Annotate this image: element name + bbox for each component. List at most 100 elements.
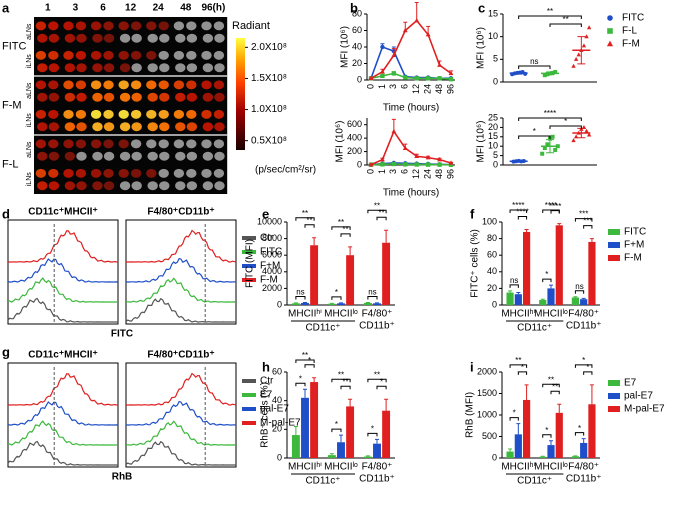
group-label: CD11c⁺ — [517, 476, 552, 487]
row-label: iLNs — [26, 172, 33, 187]
lymph-node — [202, 122, 214, 132]
marker — [448, 162, 454, 167]
y-tick-label: 10 — [488, 141, 498, 151]
lymph-node — [103, 109, 114, 119]
y-tick-label: 80 — [487, 233, 497, 243]
lymph-node — [35, 80, 47, 90]
lymph-node — [90, 21, 102, 31]
lymph-node — [92, 63, 103, 73]
lymph-node — [159, 151, 170, 161]
y-axis-label: RhB (MFI) — [465, 392, 476, 438]
lymph-node — [173, 109, 185, 119]
lymph-node — [75, 21, 87, 31]
histogram-title: CD11c⁺MHCII⁺ — [28, 350, 97, 361]
error-bar — [508, 290, 513, 293]
lymph-node — [35, 50, 47, 60]
bar — [539, 456, 547, 458]
significance-bracket — [376, 385, 387, 390]
y-tick-label: 2000 — [477, 366, 497, 376]
histogram-curve — [125, 277, 237, 303]
lymph-node — [92, 181, 103, 191]
group-label: CD11b⁺ — [566, 474, 602, 485]
legend-swatch — [608, 393, 620, 399]
y-tick-label: 20 — [352, 58, 362, 68]
row-label: aLNs — [26, 141, 33, 158]
group-label: CD11b⁺ — [359, 321, 395, 332]
row-label: iLNs — [26, 113, 33, 128]
lymph-node — [186, 109, 197, 119]
bar — [382, 410, 391, 458]
error-bar — [293, 425, 298, 436]
significance-bracket — [583, 371, 593, 375]
lymph-node — [186, 139, 197, 149]
error-bar — [589, 238, 594, 242]
lymph-node — [118, 168, 129, 178]
x-axis-label: Time (hours) — [383, 103, 439, 114]
lymph-node — [35, 109, 47, 119]
error-bar — [516, 292, 521, 295]
legend-label: F-M — [624, 253, 642, 264]
lymph-node — [130, 139, 142, 149]
error-bar — [414, 1, 419, 21]
significance-label: **** — [545, 201, 557, 210]
significance-bracket — [340, 233, 351, 237]
marker — [606, 40, 614, 47]
marker — [391, 52, 397, 58]
lymph-node — [146, 168, 157, 178]
significance-bracket — [331, 296, 342, 300]
significance-label: * — [299, 374, 302, 383]
lymph-node — [103, 151, 115, 161]
group-label: F-L — [2, 158, 19, 170]
significance-bracket — [295, 359, 315, 363]
histogram-curve — [8, 420, 118, 446]
lymph-node — [202, 92, 214, 102]
significance-bracket — [574, 364, 593, 368]
y-axis-label: RhB⁺ cells (%) — [260, 382, 271, 448]
lymph-node — [48, 63, 60, 73]
significance-label: * — [586, 363, 589, 372]
significance-label: * — [545, 426, 548, 435]
y-tick-label: 400 — [347, 133, 362, 143]
column-label: 96(h) — [201, 3, 225, 14]
histogram-title: F4/80⁺CD11b⁺ — [147, 207, 214, 218]
histogram-frame — [125, 219, 237, 325]
marker — [448, 70, 454, 76]
y-tick-label: 1500 — [477, 388, 497, 398]
lymph-node — [201, 80, 212, 90]
y-axis-label: FITC (MFI) — [245, 239, 256, 288]
lymph-node — [35, 21, 47, 31]
x-tick-label: F4/80⁺ — [362, 462, 393, 473]
lymph-node — [37, 122, 48, 132]
panel-label: d — [2, 206, 10, 221]
legend-label: E7 — [624, 378, 637, 389]
bar — [547, 288, 555, 305]
lymph-node — [131, 122, 142, 132]
histogram-curve — [125, 400, 237, 426]
significance-label: ns — [368, 288, 376, 297]
error-bar — [589, 384, 594, 405]
significance-bracket — [367, 432, 378, 437]
bar — [291, 303, 300, 305]
bar — [301, 302, 309, 305]
lymph-node — [48, 92, 60, 102]
marker — [403, 162, 408, 167]
x-tick-label: 0 — [365, 84, 375, 89]
significance-bracket — [574, 432, 585, 436]
lymph-node — [213, 139, 225, 149]
lymph-node — [147, 92, 158, 102]
marker — [607, 15, 613, 21]
y-tick-label: 8000 — [262, 233, 282, 243]
significance-bracket — [367, 296, 378, 300]
lymph-node — [131, 92, 142, 102]
significance-label: * — [578, 424, 581, 433]
legend-swatch — [608, 255, 620, 261]
histogram-curve — [8, 277, 118, 303]
histogram-axis-label: FITC — [111, 329, 133, 340]
lymph-node — [147, 63, 158, 73]
lymph-node — [103, 50, 114, 60]
marker — [368, 75, 374, 81]
y-tick-label: 20 — [272, 424, 282, 434]
colorbar-tick-label: 0.5X10⁸ — [251, 135, 287, 146]
x-tick-label: MHCIIʰⁱ — [501, 462, 535, 473]
